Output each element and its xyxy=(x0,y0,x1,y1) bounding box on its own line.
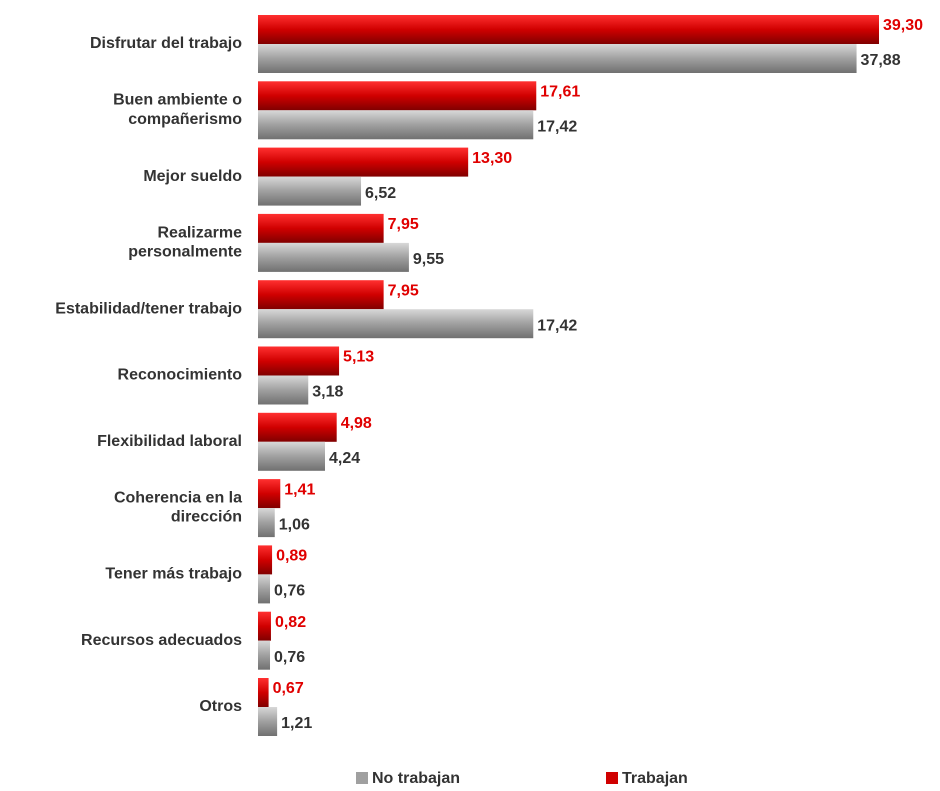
category-label: Otros xyxy=(199,698,242,715)
bar xyxy=(258,81,537,111)
legend-swatch xyxy=(606,772,618,784)
category-label: Buen ambiente o compañerismo xyxy=(113,92,242,128)
bar xyxy=(258,110,534,140)
value-label: 17,42 xyxy=(537,119,577,136)
value-label: 9,55 xyxy=(413,251,444,268)
bar xyxy=(258,640,271,670)
bar xyxy=(258,441,325,471)
value-label: 1,41 xyxy=(284,481,315,498)
bar xyxy=(258,346,340,376)
value-label: 7,95 xyxy=(388,216,419,233)
bar xyxy=(258,242,409,272)
value-label: 4,24 xyxy=(329,450,360,467)
category-label: Mejor sueldo xyxy=(143,168,242,185)
value-label: 3,18 xyxy=(312,384,343,401)
legend-label: No trabajan xyxy=(372,770,460,787)
bar xyxy=(258,574,271,604)
category-label: Disfrutar del trabajo xyxy=(90,35,242,52)
value-label: 6,52 xyxy=(365,185,396,202)
value-label: 0,82 xyxy=(275,614,306,631)
category-label: Estabilidad/tener trabajo xyxy=(55,300,242,317)
bar xyxy=(258,176,362,206)
value-label: 0,67 xyxy=(273,680,304,697)
bar xyxy=(258,707,278,736)
category-label: Flexibilidad laboral xyxy=(97,433,242,450)
bar xyxy=(258,280,384,310)
bar xyxy=(258,44,857,73)
value-label: 0,76 xyxy=(274,583,305,600)
bar xyxy=(258,508,275,538)
value-label: 13,30 xyxy=(472,150,512,167)
legend-swatch xyxy=(356,772,368,784)
bar xyxy=(258,213,384,243)
bar xyxy=(258,375,309,405)
value-label: 17,42 xyxy=(537,317,577,334)
value-label: 0,76 xyxy=(274,649,305,666)
value-label: 7,95 xyxy=(388,282,419,299)
value-label: 4,98 xyxy=(341,415,372,432)
category-label: Coherencia en la dirección xyxy=(114,490,242,526)
bar xyxy=(258,147,469,177)
value-label: 1,21 xyxy=(281,715,312,732)
value-label: 17,61 xyxy=(540,84,580,101)
value-label: 39,30 xyxy=(883,17,923,34)
bar xyxy=(258,611,271,641)
category-label: Recursos adecuados xyxy=(81,632,242,649)
category-label: Tener más trabajo xyxy=(105,566,242,583)
legend-label: Trabajan xyxy=(622,770,688,787)
value-label: 1,06 xyxy=(279,516,310,533)
bar xyxy=(258,412,337,442)
value-label: 37,88 xyxy=(861,52,901,69)
bar xyxy=(258,545,273,575)
category-label: Reconocimiento xyxy=(118,367,243,384)
value-label: 5,13 xyxy=(343,349,374,366)
bar xyxy=(258,309,534,339)
bar xyxy=(258,15,879,44)
value-label: 0,89 xyxy=(276,548,307,565)
bar xyxy=(258,678,269,707)
bar xyxy=(258,479,281,509)
category-label: Realizarme personalmente xyxy=(128,225,242,261)
